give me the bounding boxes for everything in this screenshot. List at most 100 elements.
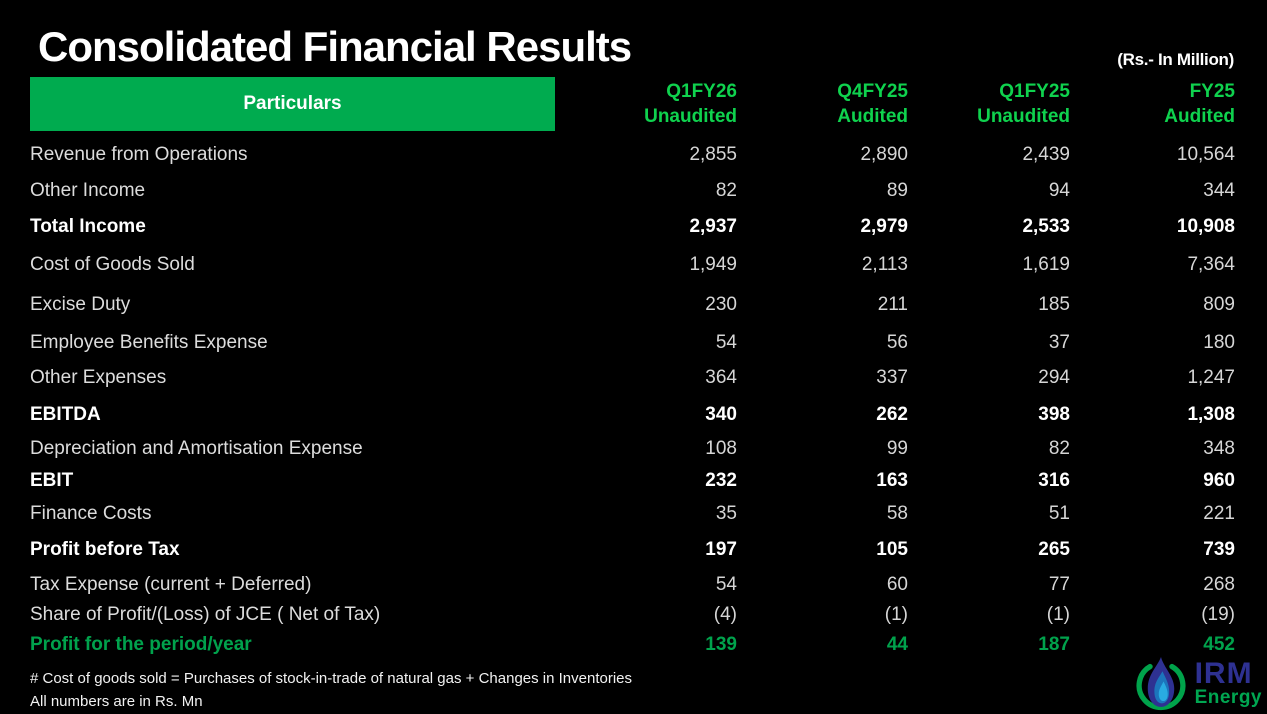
row-value: (1) [1046,603,1070,625]
row-value: 221 [1203,503,1235,524]
footnotes: # Cost of goods sold = Purchases of stoc… [30,667,632,713]
row-value: 1,619 [1022,253,1070,275]
row-label: Tax Expense (current + Deferred) [30,573,312,595]
row-value: 739 [1203,538,1235,560]
table-row: EBIT 232 163 316 960 [30,464,1235,497]
column-status: Audited [837,106,908,127]
row-value: 108 [705,438,737,459]
row-value: 197 [705,538,737,560]
page-title: Consolidated Financial Results [38,23,632,70]
unit-note: (Rs.- In Million) [1117,50,1234,69]
logo-text: IRM Energy [1194,656,1262,708]
table-row: Excise Duty 230 211 185 809 [30,284,1235,325]
row-value: 82 [1048,438,1070,459]
row-value: 348 [1203,438,1235,459]
row-label: Revenue from Operations [30,144,248,165]
row-value: 1,308 [1187,403,1235,425]
row-value: 77 [1048,573,1070,595]
table-row: Total Income 2,937 2,979 2,533 10,908 [30,209,1235,245]
row-label: Excise Duty [30,293,131,315]
footnote-units: All numbers are in Rs. Mn [30,693,203,710]
row-value: 99 [886,438,908,459]
flame-ring-icon [1136,657,1186,711]
row-value: 2,533 [1022,216,1070,237]
table-header: Particulars Q1FY26 Unaudited Q4FY25 Audi… [30,77,1235,131]
logo-name: IRM [1194,656,1253,690]
table-row: Other Expenses 364 337 294 1,247 [30,360,1235,395]
row-value: (1) [884,603,908,625]
row-value: 960 [1203,469,1235,491]
footnote-cogs: # Cost of goods sold = Purchases of stoc… [30,670,633,687]
row-value: 809 [1203,293,1235,315]
particulars-header: Particulars [30,77,555,131]
row-label: Depreciation and Amortisation Expense [30,438,363,459]
company-logo: IRM Energy [1132,655,1262,712]
table-row: EBITDA 340 262 398 1,308 [30,395,1235,434]
row-value: 2,855 [689,144,737,165]
table-rows: Revenue from Operations 2,855 2,890 2,439 10… [30,137,1235,662]
row-value: 2,439 [1022,144,1070,165]
row-value: 105 [876,538,908,560]
row-value: 230 [705,293,737,315]
row-value: 316 [1038,469,1070,491]
column-status: Unaudited [977,106,1070,127]
row-value: 232 [705,469,737,491]
table-row: Cost of Goods Sold 1,949 2,113 1,619 7,364 [30,245,1235,284]
row-label: Finance Costs [30,503,152,524]
column-period: Q1FY26 [666,81,737,102]
row-label: Other Income [30,180,146,201]
column-status: Audited [1164,106,1235,127]
row-value: (19) [1201,603,1235,625]
row-value: 58 [886,503,908,524]
row-label: Cost of Goods Sold [30,253,195,275]
column-status: Unaudited [644,106,737,127]
row-value: 44 [886,634,908,655]
row-value: 1,949 [689,253,737,275]
row-label: Share of Profit/(Loss) of JCE ( Net of T… [30,603,381,625]
row-value: 139 [705,634,737,655]
row-value: 94 [1048,180,1070,201]
table-row: Other Income 82 89 94 344 [30,173,1235,209]
logo-tagline: Energy [1194,686,1262,708]
row-value: 398 [1038,403,1070,425]
row-value: 452 [1203,634,1235,655]
row-value: 268 [1203,573,1235,595]
row-value: (4) [713,603,737,625]
row-value: 265 [1038,538,1070,560]
table-row: Tax Expense (current + Deferred) 54 60 77 26… [30,568,1235,601]
row-value: 54 [715,573,737,595]
row-value: 35 [715,503,737,524]
row-value: 211 [877,293,908,315]
row-value: 180 [1203,331,1235,353]
column-header-fy25: FY25 Audited [1070,77,1235,131]
table-row: Depreciation and Amortisation Expense 108… [30,434,1235,464]
column-header-q1fy25: Q1FY25 Unaudited [908,77,1070,131]
table-row: Employee Benefits Expense 54 56 37 180 [30,325,1235,360]
row-value: 2,890 [860,144,908,165]
row-label: Other Expenses [30,366,167,388]
column-period: Q1FY25 [999,81,1070,102]
row-value: 294 [1038,366,1070,388]
row-value: 2,979 [860,216,908,237]
row-value: 187 [1038,634,1070,655]
column-period: Q4FY25 [837,81,908,102]
row-value: 344 [1203,180,1235,201]
row-value: 7,364 [1187,253,1235,275]
row-label: EBIT [30,469,74,491]
row-value: 262 [876,403,908,425]
row-value: 185 [1038,293,1070,315]
table-row: Revenue from Operations 2,855 2,890 2,439 10… [30,137,1235,173]
row-value: 51 [1048,503,1070,524]
table-row: Share of Profit/(Loss) of JCE ( Net of T… [30,601,1235,628]
row-label: Profit for the period/year [30,634,252,655]
row-value: 82 [715,180,737,201]
row-label: EBITDA [30,403,101,425]
row-label: Profit before Tax [30,538,180,560]
row-value: 56 [886,331,908,353]
column-header-q1fy26: Q1FY26 Unaudited [555,77,737,131]
row-value: 163 [876,469,908,491]
row-value: 54 [715,331,737,353]
table-row: Profit for the period/year 139 44 187 452 [30,628,1235,662]
row-label: Total Income [30,216,146,237]
